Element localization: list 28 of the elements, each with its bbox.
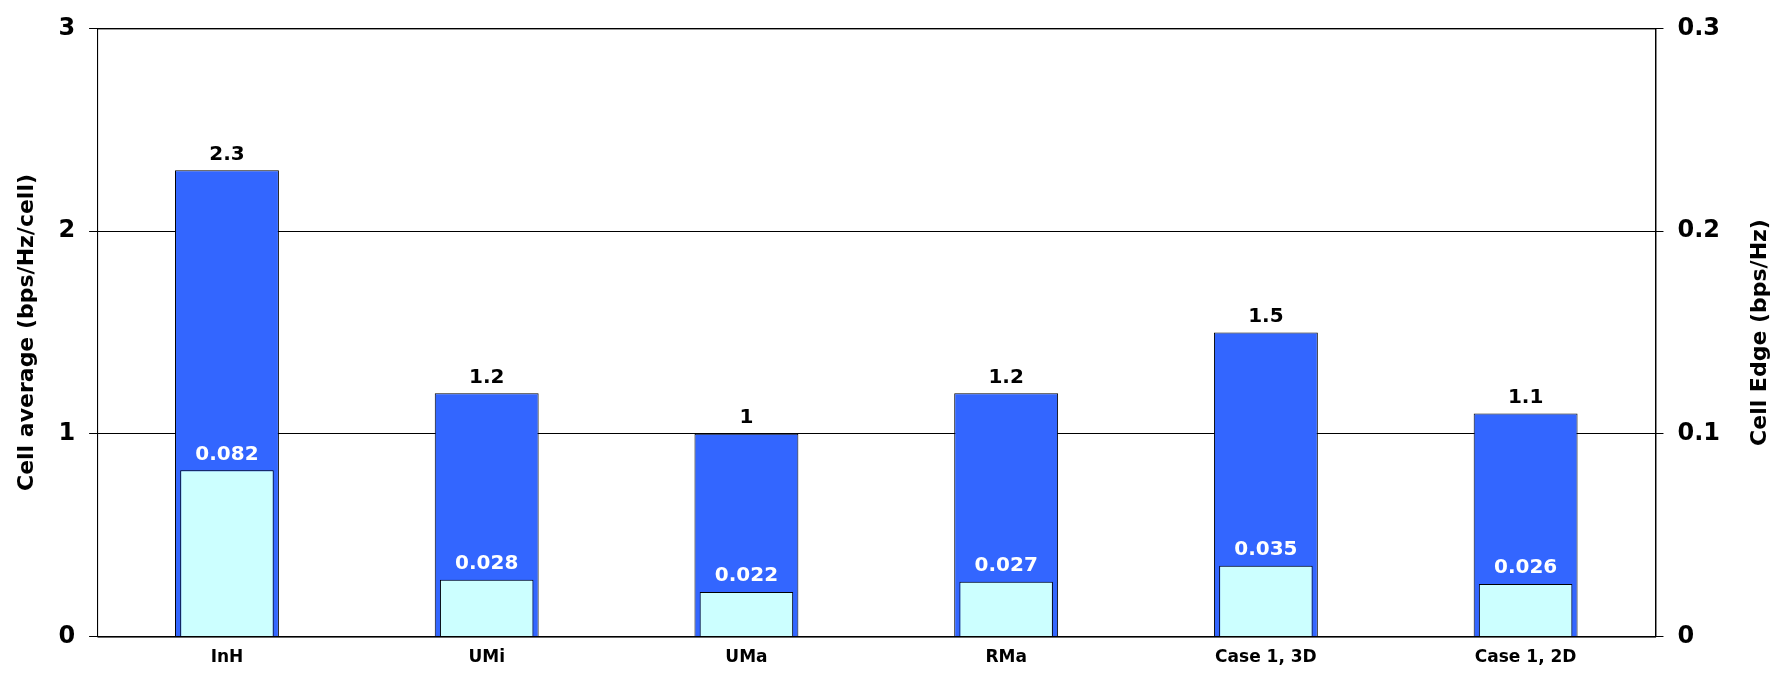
data-label: 1 — [739, 404, 754, 429]
y2-tick-label: 0.3 — [1677, 12, 1720, 41]
x-tick-label: UMi — [468, 646, 505, 667]
data-label: 0.027 — [974, 552, 1038, 577]
data-label: 1.2 — [988, 363, 1024, 388]
x-tick-label: Case 1, 2D — [1474, 646, 1577, 667]
data-label: 1.2 — [468, 363, 505, 388]
y-tick-label: 1 — [58, 418, 76, 447]
y-tick-label: 2 — [58, 215, 76, 244]
y-axis-title: Cell average (bps/Hz/cell) — [12, 174, 38, 491]
x-tick-label: RMa — [985, 646, 1027, 667]
data-label: 0.082 — [195, 440, 259, 465]
data-label: 0.028 — [455, 550, 519, 575]
y2-tick-label: 0.2 — [1677, 215, 1720, 244]
x-tick-label: InH — [210, 646, 244, 667]
data-label: 0.022 — [714, 562, 779, 587]
x-tick-label: UMa — [725, 646, 768, 667]
x-tick-label: Case 1, 3D — [1215, 646, 1317, 667]
data-label: 2.3 — [209, 140, 245, 165]
data-label: 0.026 — [1493, 554, 1558, 579]
y2-tick-label: 0.1 — [1677, 418, 1720, 447]
y2-tick-label: 0 — [1677, 620, 1695, 649]
y-tick-label: 0 — [58, 620, 76, 649]
y2-axis-title: Cell Edge (bps/Hz) — [1745, 219, 1771, 446]
data-label: 0.035 — [1234, 535, 1298, 560]
y-tick-label: 3 — [58, 12, 76, 41]
data-label: 1.5 — [1248, 302, 1284, 327]
data-label: 1.1 — [1507, 383, 1544, 408]
